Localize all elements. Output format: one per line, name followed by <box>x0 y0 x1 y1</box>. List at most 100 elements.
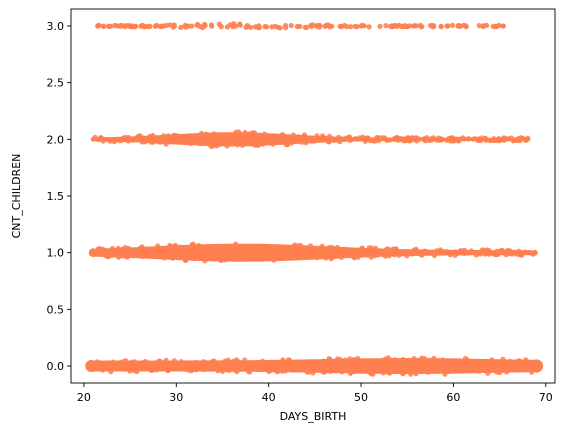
data-point <box>491 251 497 257</box>
data-point <box>268 367 274 373</box>
data-point <box>321 369 327 375</box>
data-point <box>214 140 220 146</box>
data-point <box>438 24 444 30</box>
data-point <box>137 135 143 141</box>
data-point <box>313 136 319 142</box>
data-point <box>281 251 287 257</box>
data-point <box>242 357 248 363</box>
data-point <box>523 357 529 363</box>
data-point <box>167 243 173 249</box>
data-point <box>418 366 424 372</box>
data-point <box>367 361 373 367</box>
data-point <box>422 356 428 362</box>
data-point <box>124 254 130 260</box>
x-axis-label: DAYS_BIRTH <box>280 410 347 423</box>
data-point <box>278 133 284 139</box>
data-point <box>412 363 418 369</box>
data-point <box>486 251 492 257</box>
y-tick-label: 1.5 <box>47 190 65 203</box>
data-point <box>241 248 248 254</box>
data-point <box>232 256 238 262</box>
data-point <box>260 141 266 147</box>
data-point <box>389 250 395 256</box>
data-point <box>194 245 200 251</box>
data-point <box>210 364 216 370</box>
data-point <box>288 22 294 29</box>
data-point <box>295 134 301 140</box>
data-point <box>157 139 163 145</box>
data-point <box>507 358 513 364</box>
data-point <box>343 367 349 374</box>
data-point <box>346 135 352 141</box>
data-point <box>297 247 303 253</box>
data-point <box>323 22 329 28</box>
data-point <box>499 248 505 254</box>
data-point <box>525 365 531 371</box>
data-point <box>149 365 155 371</box>
data-point <box>231 21 237 27</box>
data-point <box>100 367 106 373</box>
data-point <box>176 134 182 140</box>
data-point <box>179 361 185 367</box>
y-tick-label: 0.5 <box>47 303 65 316</box>
data-point <box>402 249 408 255</box>
y-tick-label: 3.0 <box>47 20 65 33</box>
data-point <box>120 359 126 365</box>
data-point <box>297 23 303 29</box>
data-point <box>252 24 259 30</box>
data-point <box>141 363 147 370</box>
data-point <box>229 245 235 251</box>
data-point <box>316 253 322 259</box>
data-point <box>377 23 383 29</box>
data-point <box>386 357 393 363</box>
data-point <box>380 135 386 141</box>
data-point <box>447 358 453 364</box>
data-point <box>135 365 141 371</box>
data-point <box>207 142 213 148</box>
data-point <box>341 136 347 142</box>
data-point <box>221 136 228 142</box>
data-point <box>526 137 531 142</box>
data-point <box>163 141 169 147</box>
data-point <box>242 129 248 136</box>
data-point <box>334 244 340 251</box>
data-point <box>170 255 176 261</box>
y-axis: 0.0 0.5 1.0 1.5 2.0 2.5 3.0 <box>47 20 71 373</box>
data-point <box>153 251 159 257</box>
data-point <box>520 136 526 142</box>
data-point <box>476 137 482 143</box>
data-point <box>186 367 192 373</box>
data-point <box>326 252 332 258</box>
data-point <box>313 23 319 29</box>
y-axis-label: CNT_CHILDREN <box>10 154 23 239</box>
data-point <box>311 366 317 372</box>
data-point <box>286 252 292 258</box>
data-point <box>508 251 514 257</box>
data-points <box>85 21 544 377</box>
data-point <box>490 23 496 29</box>
data-point <box>218 24 224 30</box>
data-point <box>242 135 248 142</box>
data-point <box>188 140 194 146</box>
data-point <box>165 365 171 371</box>
data-point <box>114 23 120 29</box>
data-point <box>292 242 298 248</box>
data-point <box>285 134 291 140</box>
data-point <box>488 137 494 143</box>
data-point <box>302 24 308 30</box>
data-point <box>229 140 235 146</box>
data-point <box>383 23 389 29</box>
data-point <box>110 359 116 365</box>
data-point <box>180 248 186 254</box>
data-point <box>382 356 388 362</box>
data-point <box>470 136 476 142</box>
data-point <box>291 252 297 258</box>
data-point <box>253 363 259 369</box>
data-point <box>209 360 215 366</box>
data-point <box>434 362 440 368</box>
data-point <box>125 22 131 29</box>
data-point <box>172 242 179 249</box>
data-point <box>411 23 417 29</box>
data-point <box>184 23 190 29</box>
data-point <box>410 136 416 142</box>
